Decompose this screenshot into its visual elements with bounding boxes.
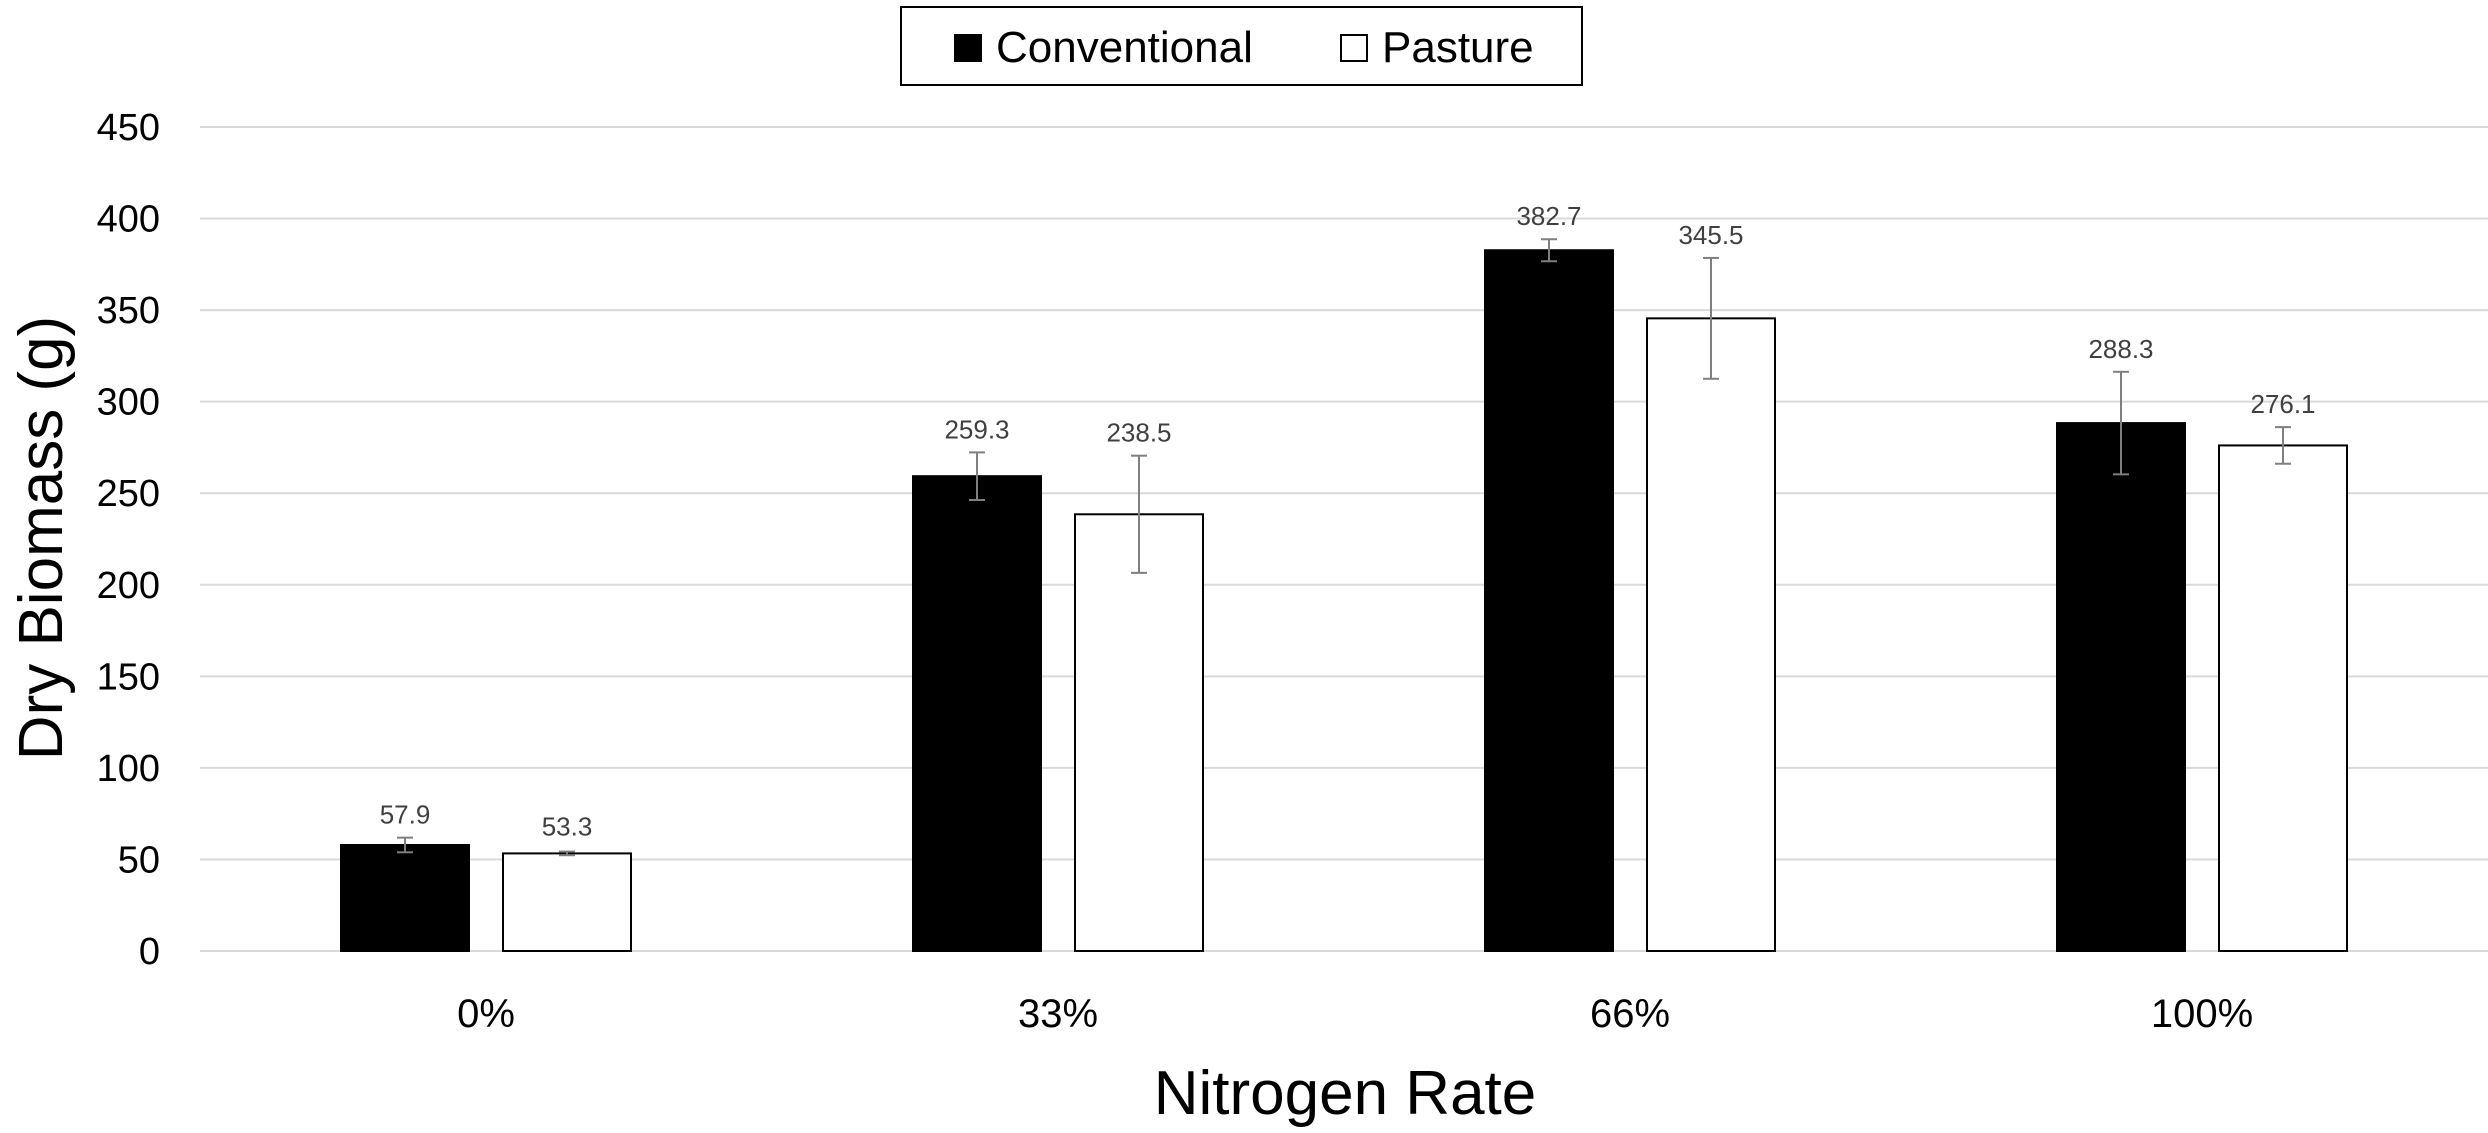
data-label: 345.5 xyxy=(1678,220,1743,250)
y-tick-label: 0 xyxy=(139,931,160,973)
data-label: 382.7 xyxy=(1516,201,1581,231)
y-tick-label: 250 xyxy=(97,473,160,515)
data-label: 259.3 xyxy=(944,414,1009,444)
x-tick-labels: 0% 33% 66% 100% xyxy=(457,992,2253,1036)
y-tick-label: 300 xyxy=(97,382,160,424)
bar-pasture xyxy=(502,852,632,953)
y-tick-label: 50 xyxy=(118,839,160,881)
bar-conventional xyxy=(340,843,470,952)
y-tick-label: 150 xyxy=(97,656,160,698)
x-tick-label: 100% xyxy=(2151,992,2253,1036)
data-label: 53.3 xyxy=(542,811,593,841)
x-tick-label: 33% xyxy=(1018,992,1098,1036)
bars xyxy=(340,249,2348,953)
y-tick-label: 350 xyxy=(97,290,160,332)
data-label: 57.9 xyxy=(380,800,431,830)
legend-item-pasture: Pasture xyxy=(1340,23,1534,72)
y-tick-label: 200 xyxy=(97,565,160,607)
x-axis-label: Nitrogen Rate xyxy=(1154,1059,1537,1128)
x-tick-label: 0% xyxy=(457,992,515,1036)
legend-label-pasture: Pasture xyxy=(1382,23,1534,72)
legend-item-conventional: Conventional xyxy=(954,23,1253,72)
y-axis-label: Dry Biomass (g) xyxy=(7,316,76,760)
bar-conventional xyxy=(2056,422,2186,953)
y-tick-label: 450 xyxy=(97,107,160,149)
bar-pasture xyxy=(2218,444,2348,952)
bar-conventional xyxy=(912,475,1042,952)
legend-label-conventional: Conventional xyxy=(996,23,1253,72)
legend: Conventional Pasture xyxy=(900,6,1583,86)
data-label: 288.3 xyxy=(2088,334,2153,364)
legend-swatch-pasture xyxy=(1340,34,1368,62)
bar-pasture xyxy=(1646,317,1776,952)
y-tick-label: 100 xyxy=(97,748,160,790)
error-bars xyxy=(397,238,2291,857)
data-label: 276.1 xyxy=(2250,389,2315,419)
data-label: 238.5 xyxy=(1106,418,1171,448)
legend-swatch-conventional xyxy=(954,34,982,62)
x-tick-label: 66% xyxy=(1590,992,1670,1036)
y-tick-label: 400 xyxy=(97,199,160,241)
bar-conventional xyxy=(1484,249,1614,953)
y-tick-labels: 0 50 100 150 200 250 300 350 400 450 xyxy=(97,107,160,973)
data-labels: 57.9 53.3 259.3 238.5 382.7 345.5 288.3 276.1 xyxy=(380,201,2316,841)
bar-pasture xyxy=(1074,513,1204,953)
